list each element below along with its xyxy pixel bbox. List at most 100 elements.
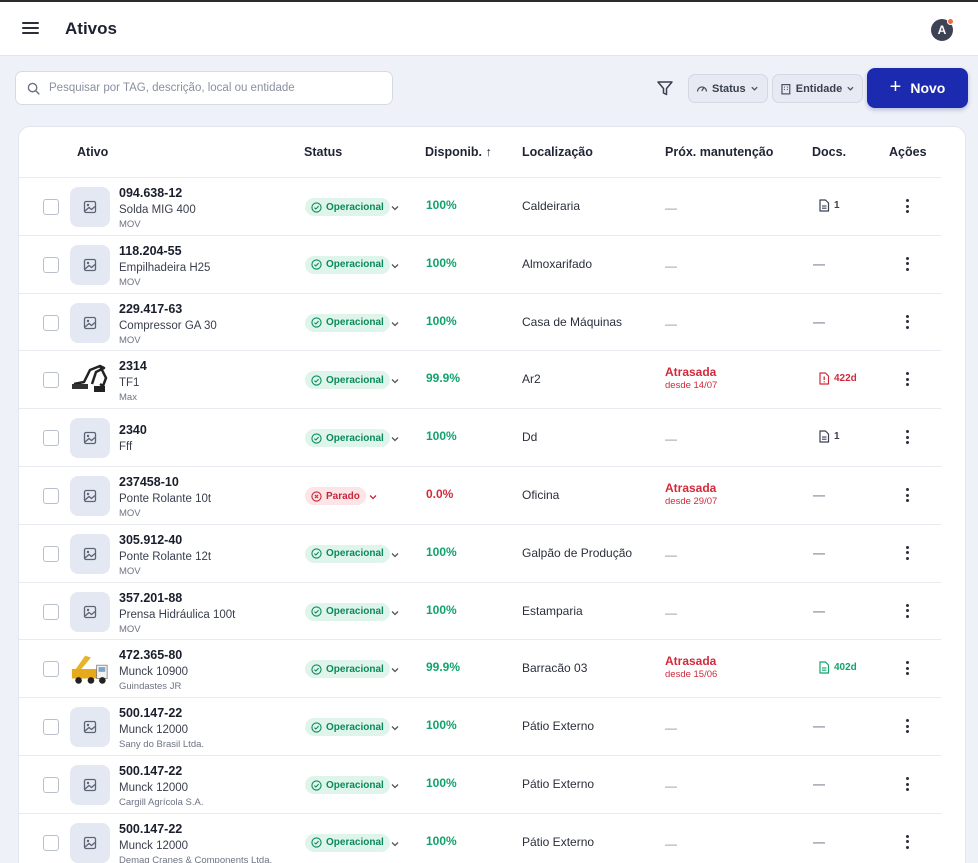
table-row[interactable]: 118.204-55 Empilhadeira H25 MOV Operacional… <box>19 234 941 293</box>
status-dropdown-toggle[interactable] <box>390 373 400 391</box>
column-header-status[interactable]: Status <box>304 145 343 159</box>
status-dropdown-toggle[interactable] <box>368 489 378 507</box>
column-header-docs[interactable]: Docs. <box>812 145 847 159</box>
column-header-asset[interactable]: Ativo <box>77 145 109 159</box>
asset-cell[interactable]: 094.638-12 Solda MIG 400 MOV <box>119 185 196 231</box>
row-checkbox[interactable] <box>43 314 59 331</box>
kebab-icon[interactable] <box>905 603 909 618</box>
table-row[interactable]: 237458-10 Ponte Rolante 10t MOV Parado 0.0% O… <box>19 466 941 524</box>
status-dropdown-toggle[interactable] <box>390 605 400 623</box>
status-filter-dropdown[interactable]: Status <box>688 74 768 103</box>
table-row[interactable]: 357.201-88 Prensa Hidráulica 100t MOV Opera… <box>19 581 941 640</box>
entity-filter-dropdown[interactable]: Entidade <box>772 74 863 103</box>
chevron-down-icon[interactable] <box>390 434 400 444</box>
status-badge[interactable]: Operacional <box>305 833 390 852</box>
table-row[interactable]: 305.912-40 Ponte Rolante 12t MOV Operaciona… <box>19 523 941 582</box>
row-checkbox[interactable] <box>43 430 59 447</box>
kebab-icon[interactable] <box>905 834 909 849</box>
status-dropdown-toggle[interactable] <box>390 258 400 276</box>
status-dropdown-toggle[interactable] <box>390 200 400 218</box>
table-row[interactable]: 2314 TF1 Max Operacional 99.9% Ar2 Atrasada des… <box>19 350 941 408</box>
status-badge[interactable]: Parado <box>305 487 366 505</box>
row-checkbox[interactable] <box>43 603 59 620</box>
funnel-icon[interactable] <box>656 80 674 97</box>
chevron-down-icon[interactable] <box>390 723 400 733</box>
chevron-down-icon[interactable] <box>390 550 400 560</box>
row-checkbox[interactable] <box>43 777 59 793</box>
asset-cell[interactable]: 305.912-40 Ponte Rolante 12t MOV <box>119 532 211 578</box>
kebab-icon[interactable] <box>905 372 909 387</box>
status-dropdown-toggle[interactable] <box>390 431 400 449</box>
search-box[interactable] <box>15 71 393 105</box>
hamburger-icon[interactable] <box>22 19 44 39</box>
avatar[interactable]: A <box>931 18 954 41</box>
column-header-next-maintenance[interactable]: Próx. manutenção <box>665 145 774 159</box>
chevron-down-icon[interactable] <box>390 261 400 271</box>
kebab-icon[interactable] <box>905 661 909 676</box>
kebab-icon[interactable] <box>905 256 909 271</box>
asset-thumbnail[interactable] <box>70 418 110 459</box>
row-checkbox[interactable] <box>43 545 59 562</box>
asset-cell[interactable]: 2314 TF1 Max <box>119 358 147 404</box>
docs-count[interactable]: 1 <box>818 430 840 443</box>
asset-thumbnail[interactable] <box>70 302 110 343</box>
table-row[interactable]: 229.417-63 Compressor GA 30 MOV Operacional… <box>19 292 941 351</box>
asset-thumbnail[interactable] <box>70 244 110 285</box>
asset-cell[interactable]: 118.204-55 Empilhadeira H25 MOV <box>119 243 210 289</box>
asset-cell[interactable]: 2340 Fff <box>119 422 147 456</box>
asset-thumbnail[interactable] <box>70 649 110 689</box>
chevron-down-icon[interactable] <box>390 608 400 618</box>
status-badge[interactable]: Operacional <box>305 313 390 332</box>
chevron-down-icon[interactable] <box>390 376 400 386</box>
status-badge[interactable]: Operacional <box>305 776 390 794</box>
row-checkbox[interactable] <box>43 199 59 215</box>
docs-count[interactable]: 1 <box>818 199 840 212</box>
chevron-down-icon[interactable] <box>390 839 400 849</box>
asset-thumbnail[interactable] <box>70 707 110 748</box>
table-row[interactable]: 500.147-22 Munck 12000 Demag Cranes & Comp… <box>19 812 941 863</box>
status-badge[interactable]: Operacional <box>305 660 390 679</box>
asset-thumbnail[interactable] <box>70 533 110 574</box>
status-dropdown-toggle[interactable] <box>390 316 400 334</box>
kebab-icon[interactable] <box>905 199 909 213</box>
chevron-down-icon[interactable] <box>390 203 400 213</box>
row-checkbox[interactable] <box>43 488 59 504</box>
status-dropdown-toggle[interactable] <box>390 662 400 680</box>
kebab-icon[interactable] <box>905 314 909 329</box>
status-dropdown-toggle[interactable] <box>390 547 400 565</box>
docs-expired[interactable]: 422d <box>818 372 857 385</box>
search-input[interactable] <box>49 82 369 94</box>
status-badge[interactable]: Operacional <box>305 429 390 448</box>
chevron-down-icon[interactable] <box>368 492 378 502</box>
chevron-down-icon[interactable] <box>390 781 400 791</box>
row-checkbox[interactable] <box>43 372 59 389</box>
asset-thumbnail[interactable] <box>70 822 110 863</box>
asset-cell[interactable]: 472.365-80 Munck 10900 Guindastes JR <box>119 647 188 693</box>
status-badge[interactable]: Operacional <box>305 371 390 390</box>
table-row[interactable]: 472.365-80 Munck 10900 Guindastes JR Operac… <box>19 639 941 697</box>
kebab-icon[interactable] <box>905 488 909 502</box>
asset-cell[interactable]: 500.147-22 Munck 12000 Demag Cranes & Comp… <box>119 821 272 863</box>
docs-valid[interactable]: 402d <box>818 661 857 674</box>
status-badge[interactable]: Operacional <box>305 718 390 737</box>
row-checkbox[interactable] <box>43 256 59 273</box>
row-checkbox[interactable] <box>43 719 59 736</box>
kebab-icon[interactable] <box>905 719 909 734</box>
status-dropdown-toggle[interactable] <box>390 836 400 854</box>
table-row[interactable]: 2340 Fff Operacional 100% Dd — 1 <box>19 408 941 466</box>
kebab-icon[interactable] <box>905 545 909 560</box>
asset-cell[interactable]: 500.147-22 Munck 12000 Sany do Brasil Ltda… <box>119 705 204 751</box>
new-asset-button[interactable]: + Novo <box>867 68 968 108</box>
asset-cell[interactable]: 357.201-88 Prensa Hidráulica 100t MOV <box>119 590 235 636</box>
asset-thumbnail[interactable] <box>70 187 110 227</box>
status-badge[interactable]: Operacional <box>305 198 390 216</box>
status-dropdown-toggle[interactable] <box>390 720 400 738</box>
asset-cell[interactable]: 229.417-63 Compressor GA 30 MOV <box>119 301 217 347</box>
status-badge[interactable]: Operacional <box>305 602 390 621</box>
asset-cell[interactable]: 500.147-22 Munck 12000 Cargill Agrícola S.… <box>119 763 203 809</box>
kebab-icon[interactable] <box>905 777 909 791</box>
status-badge[interactable]: Operacional <box>305 255 390 274</box>
status-badge[interactable]: Operacional <box>305 544 390 563</box>
chevron-down-icon[interactable] <box>390 319 400 329</box>
table-row[interactable]: 500.147-22 Munck 12000 Cargill Agrícola S.… <box>19 755 941 813</box>
